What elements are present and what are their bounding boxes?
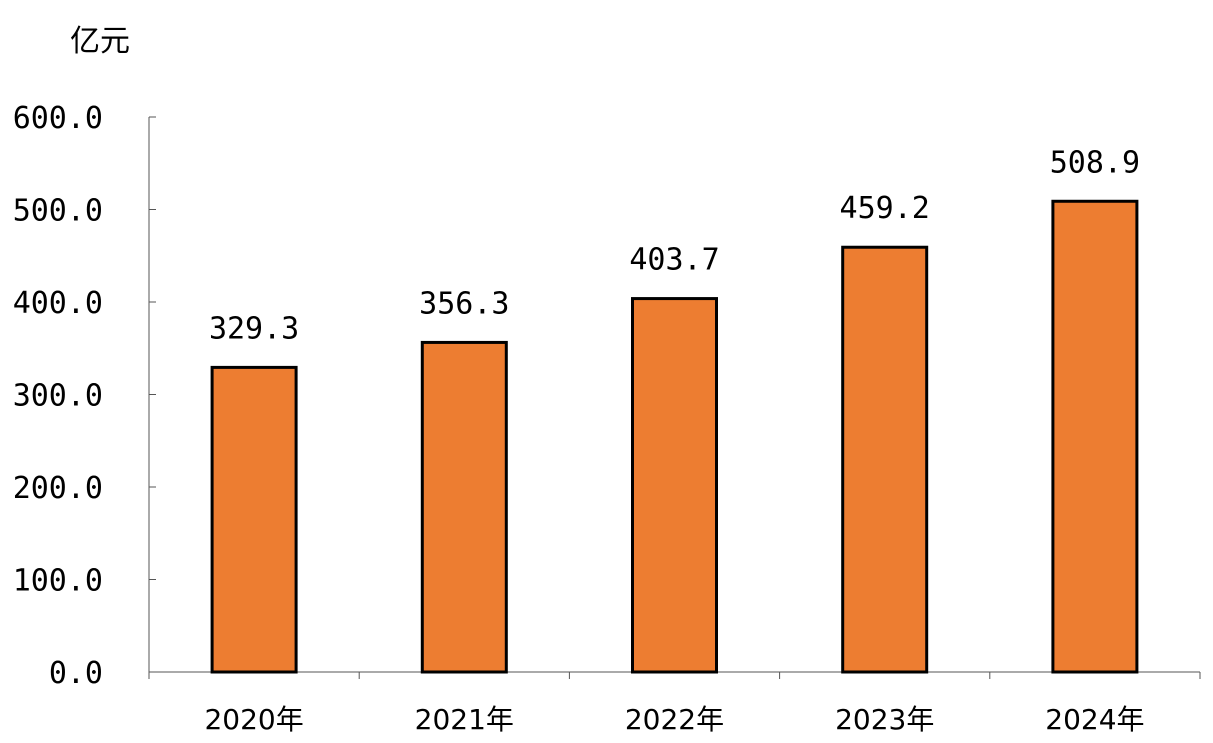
chart-axes: 0.0 100.0 200.0 300.0 400.0 500.0 600.0 bbox=[13, 101, 1201, 691]
x-category-label: 2022年 bbox=[625, 703, 724, 736]
y-tick-label: 400.0 bbox=[13, 286, 103, 321]
chart-labels: 329.3 2020年 356.3 2021年 403.7 2022年 459.2 2023年… bbox=[204, 145, 1144, 736]
y-tick-label: 100.0 bbox=[13, 564, 103, 599]
bar-2023年 bbox=[841, 245, 929, 674]
data-label: 329.3 bbox=[209, 311, 299, 346]
bar-2024年 bbox=[1051, 199, 1139, 674]
chart-bars bbox=[210, 199, 1139, 674]
y-tick-label: 200.0 bbox=[13, 471, 103, 506]
y-tick-label: 0.0 bbox=[49, 656, 103, 691]
bar-2022年 bbox=[631, 297, 718, 674]
x-category-label: 2020年 bbox=[204, 703, 303, 736]
y-axis-unit-label: 亿元 bbox=[70, 24, 130, 59]
data-label: 508.9 bbox=[1050, 145, 1140, 180]
x-category-label: 2021年 bbox=[415, 703, 514, 736]
data-label: 459.2 bbox=[840, 191, 930, 226]
data-label: 403.7 bbox=[629, 243, 719, 278]
bar-2021年 bbox=[420, 340, 508, 674]
bar-2020年 bbox=[210, 365, 298, 674]
y-tick-label: 600.0 bbox=[13, 101, 103, 136]
y-tick-label: 500.0 bbox=[13, 194, 103, 229]
y-tick-label: 300.0 bbox=[13, 379, 103, 414]
data-label: 356.3 bbox=[419, 286, 509, 321]
x-category-label: 2024年 bbox=[1045, 703, 1144, 736]
x-category-label: 2023年 bbox=[835, 703, 934, 736]
